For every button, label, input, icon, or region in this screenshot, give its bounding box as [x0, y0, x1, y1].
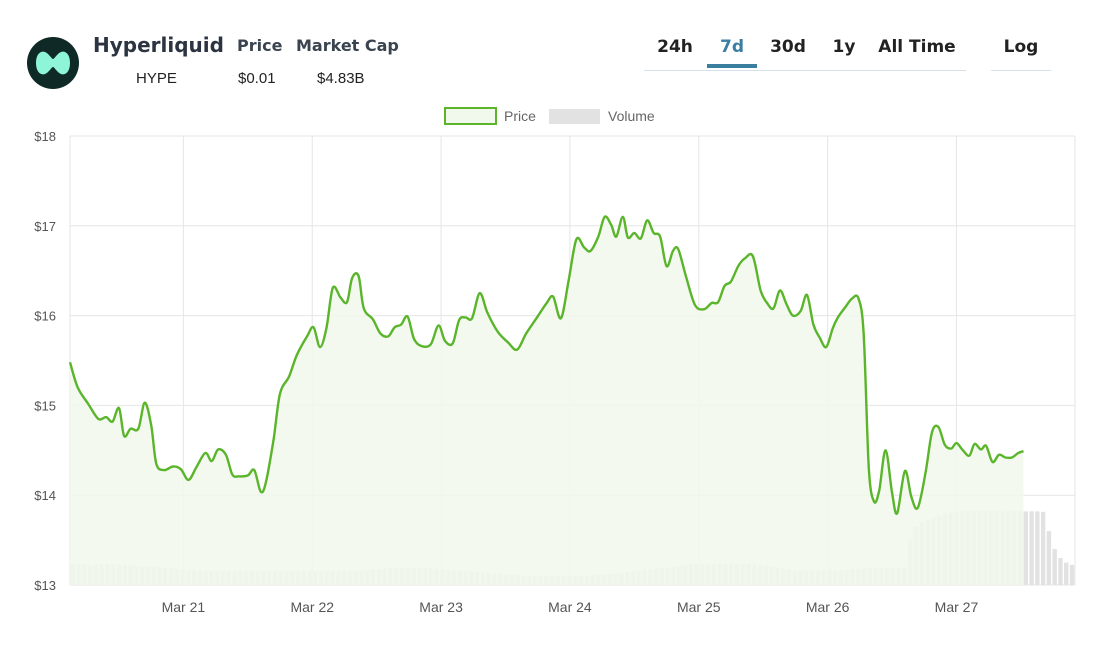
hyperliquid-logo-icon	[27, 37, 79, 89]
coin-name: Hyperliquid	[93, 33, 224, 57]
y-tick-label: $16	[34, 309, 56, 324]
coin-symbol: HYPE	[136, 70, 177, 87]
y-tick-label: $15	[34, 398, 56, 413]
logo-mark	[36, 51, 70, 75]
x-tick-label: Mar 26	[806, 599, 850, 615]
y-axis-ticks: $13 $14 $15 $16 $17 $18	[34, 129, 56, 593]
volume-bar	[1035, 511, 1040, 585]
x-tick-label: Mar 21	[162, 599, 206, 615]
tabs-underline	[644, 70, 966, 71]
tab-24h[interactable]: 24h	[657, 37, 693, 57]
tab-30d[interactable]: 30d	[770, 37, 806, 57]
volume-bar	[1064, 562, 1069, 585]
y-tick-label: $14	[34, 488, 56, 503]
tab-1y[interactable]: 1y	[832, 37, 856, 57]
x-axis-ticks: Mar 21 Mar 22 Mar 23 Mar 24 Mar 25 Mar 26 Mar …	[162, 599, 979, 615]
tab-all-time[interactable]: All Time	[878, 37, 956, 57]
x-tick-label: Mar 27	[935, 599, 979, 615]
price-line	[68, 215, 1024, 515]
tab-7d[interactable]: 7d	[707, 30, 757, 68]
y-tick-label: $17	[34, 219, 56, 234]
volume-bar	[1052, 549, 1057, 585]
volume-bar	[1040, 511, 1046, 585]
log-toggle[interactable]: Log	[1003, 37, 1039, 57]
price-label: Price	[237, 36, 283, 55]
legend-volume-swatch	[549, 109, 600, 124]
chart-legend: Price Volume	[444, 107, 655, 125]
x-tick-label: Mar 22	[290, 599, 334, 615]
volume-bar	[1058, 558, 1063, 585]
x-tick-label: Mar 23	[419, 599, 463, 615]
volume-bar	[1023, 511, 1028, 585]
volume-bar	[1029, 511, 1034, 585]
legend-price-swatch	[444, 107, 497, 125]
legend-volume-label: Volume	[608, 108, 655, 124]
log-underline	[991, 70, 1051, 71]
market-cap-value: $4.83B	[317, 70, 365, 87]
volume-bar	[1069, 564, 1075, 585]
x-tick-label: Mar 24	[548, 599, 592, 615]
price-area	[70, 216, 1024, 585]
volume-bar	[1046, 531, 1052, 585]
price-value: $0.01	[238, 70, 276, 87]
legend-price-label: Price	[504, 108, 536, 124]
market-cap-label: Market Cap	[296, 36, 399, 55]
y-tick-label: $18	[34, 129, 56, 144]
y-tick-label: $13	[34, 578, 56, 593]
x-tick-label: Mar 25	[677, 599, 721, 615]
